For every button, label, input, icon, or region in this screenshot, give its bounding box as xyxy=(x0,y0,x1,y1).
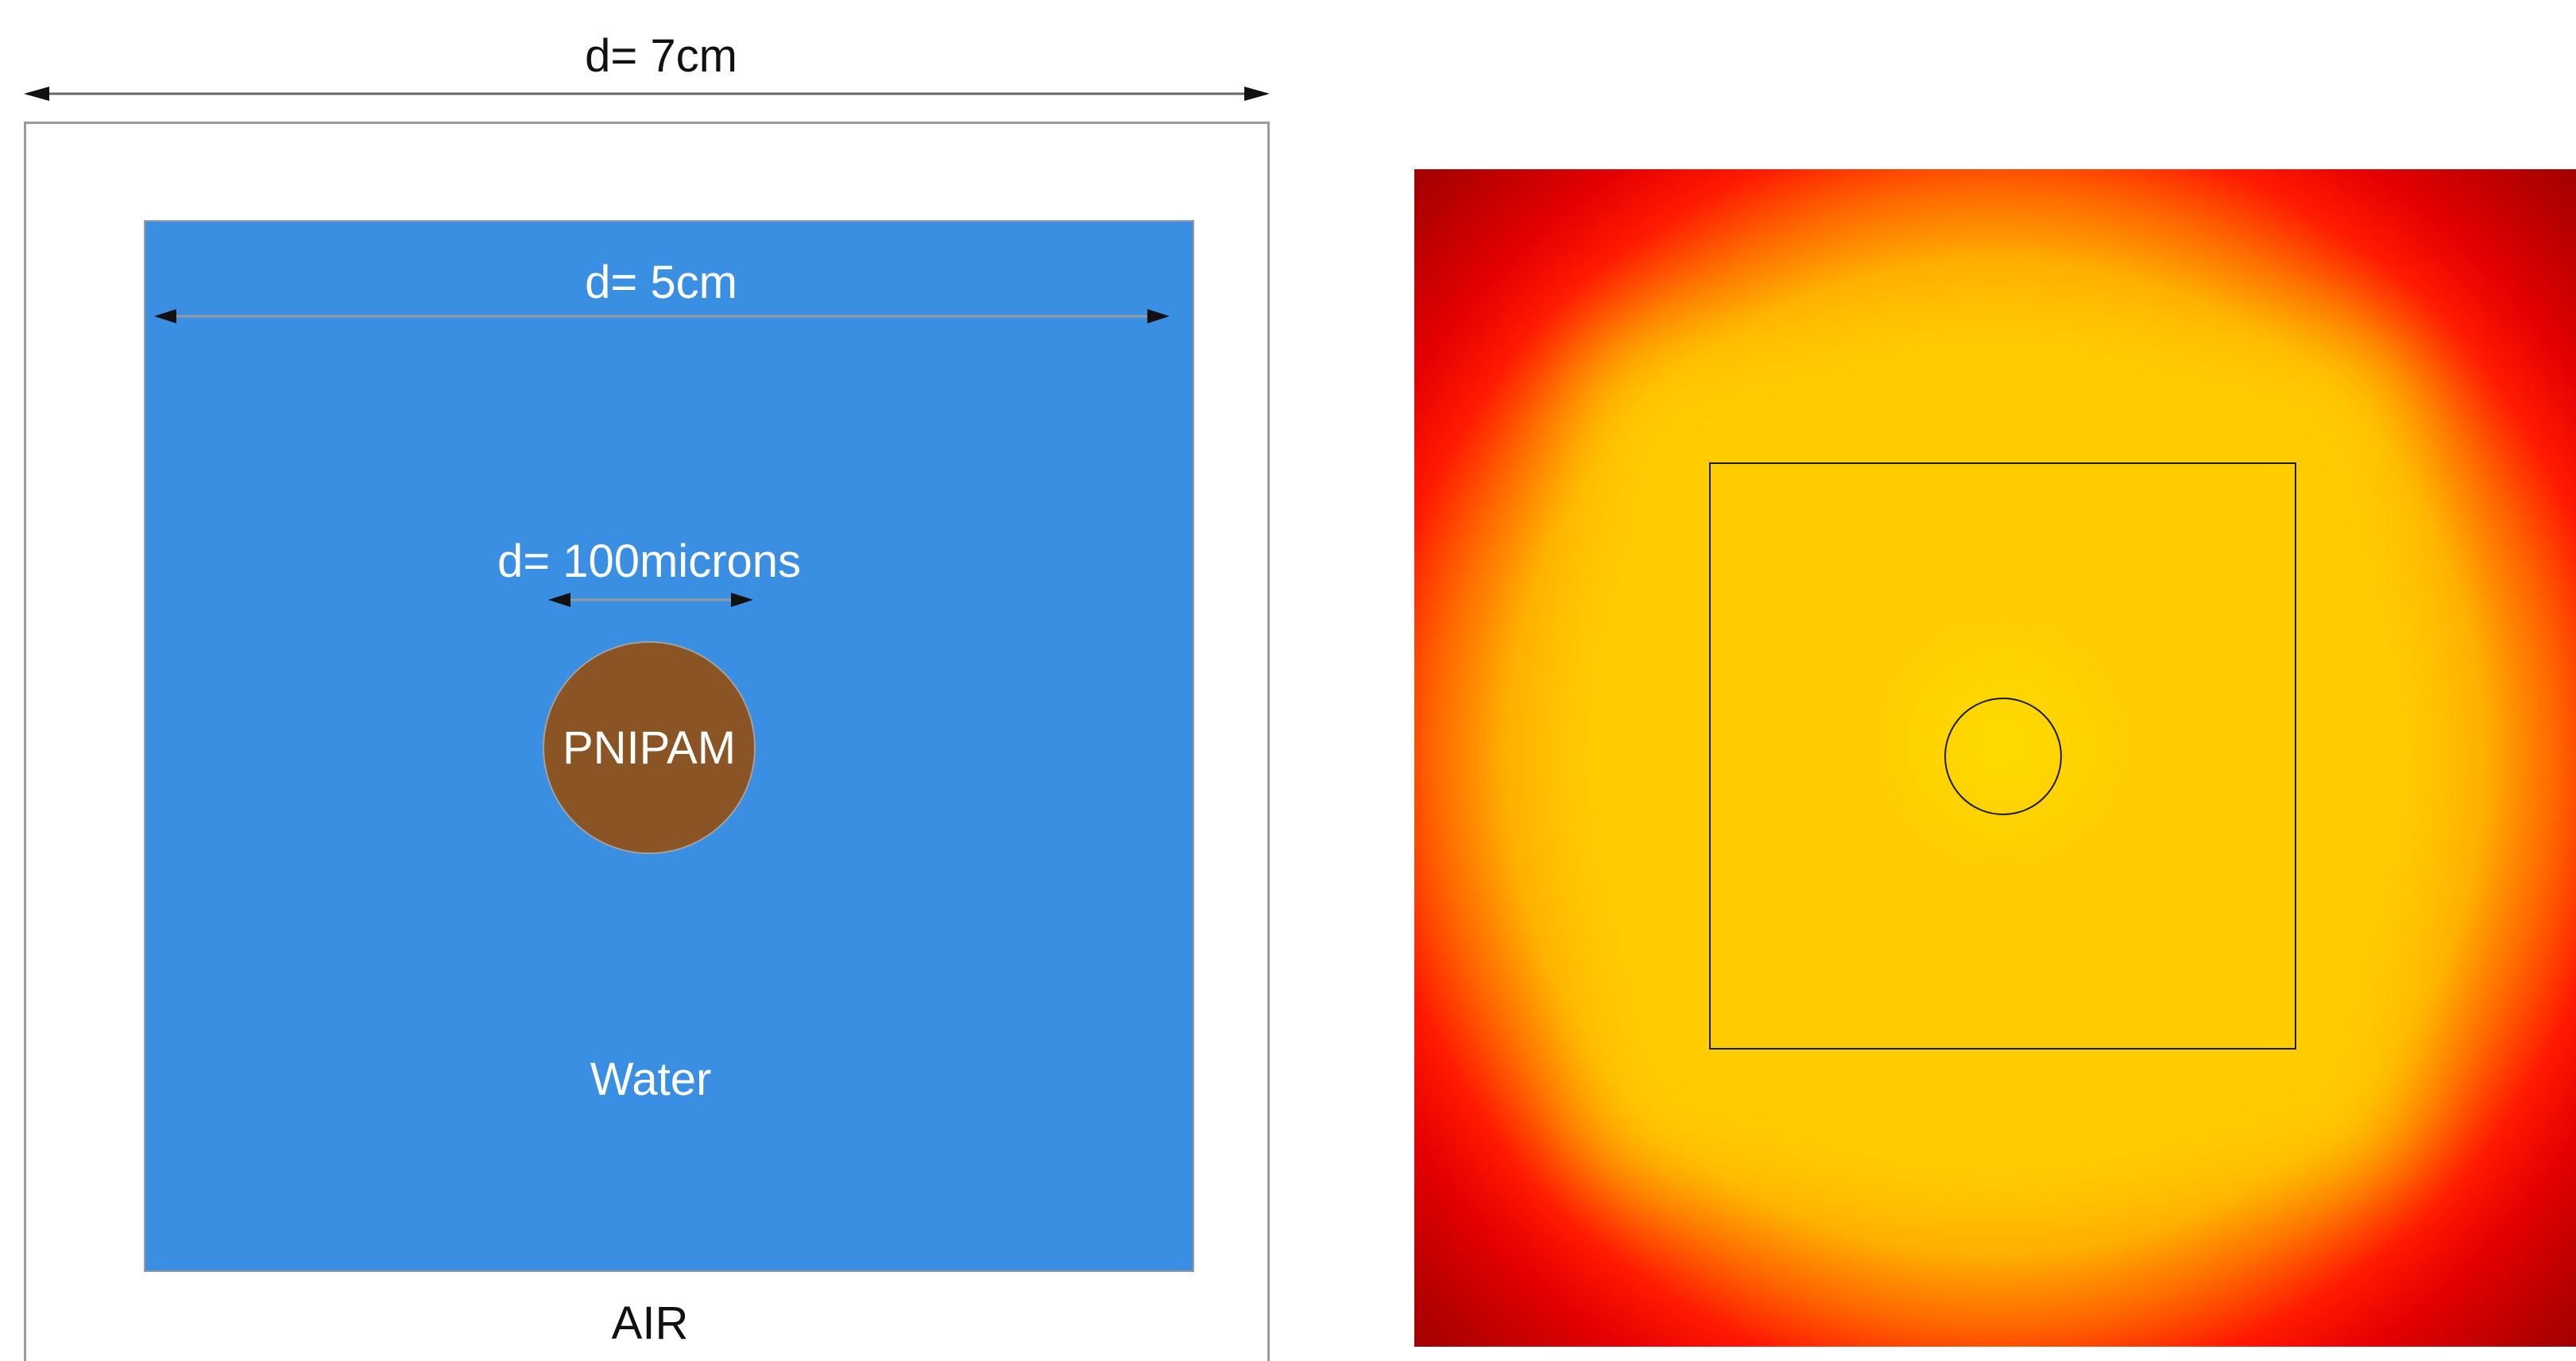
particle-arrowhead-left xyxy=(548,593,571,607)
outer-arrowhead-left xyxy=(24,87,49,101)
water-medium-label: Water xyxy=(590,1054,712,1105)
heatmap-water-boundary xyxy=(1709,462,2296,1050)
water-arrowhead-left xyxy=(154,309,176,323)
particle-arrowhead-right xyxy=(731,593,753,607)
heatmap-particle-boundary xyxy=(1944,698,2062,815)
geometry-schematic: d= 7cm d= 5cm d= 100microns PNIPAM Water… xyxy=(24,30,1270,1361)
air-medium-label: AIR xyxy=(611,1297,689,1349)
pnipam-particle xyxy=(543,641,756,854)
temperature-heatmap xyxy=(1414,169,2576,1347)
outer-domain-label: d= 7cm xyxy=(585,30,737,82)
water-arrowhead-right xyxy=(1147,309,1170,323)
water-domain-label: d= 5cm xyxy=(585,257,737,308)
outer-arrowhead-right xyxy=(1244,87,1270,101)
particle-label: PNIPAM xyxy=(562,722,737,774)
dimension-arrows xyxy=(24,87,1270,607)
particle-size-label: d= 100microns xyxy=(497,536,802,587)
